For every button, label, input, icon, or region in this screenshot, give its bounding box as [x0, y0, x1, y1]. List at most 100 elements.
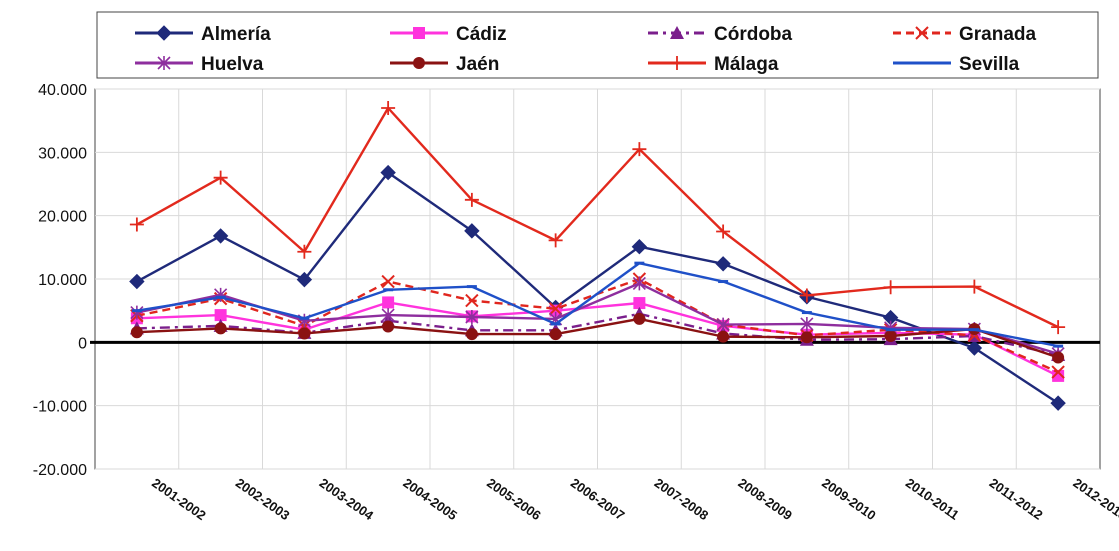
legend-entry: Huelva: [135, 54, 264, 75]
legend-swatch-marker: [670, 26, 684, 39]
data-point: [1051, 320, 1066, 335]
data-point: [129, 217, 144, 232]
series-line: [136, 282, 1059, 355]
legend-swatch-marker: [670, 56, 684, 70]
data-point: [464, 192, 479, 207]
series-line: [136, 171, 1059, 405]
x-tick-label: 2011-2012: [987, 475, 1046, 523]
data-point: [716, 224, 731, 239]
legend-swatch-marker: [157, 56, 171, 70]
y-tick-label: 10.000: [38, 272, 87, 289]
legend-swatch-marker: [156, 25, 172, 41]
data-point: [214, 309, 227, 322]
y-tick-label: 20.000: [38, 209, 87, 226]
data-point: [633, 297, 646, 310]
series-line: [136, 317, 1059, 359]
data-point: [799, 288, 814, 303]
data-point: [382, 320, 395, 333]
y-tick-label: 30.000: [38, 145, 87, 162]
data-point: [1052, 369, 1065, 382]
data-point: [297, 244, 312, 259]
series-7: [131, 261, 1064, 348]
y-tick-label: 0: [78, 335, 87, 352]
data-point: [465, 328, 478, 341]
data-point: [966, 340, 983, 356]
legend-swatch-marker: [915, 26, 929, 40]
data-point: [130, 305, 144, 320]
data-point: [213, 170, 228, 185]
data-point: [883, 280, 898, 295]
data-point: [717, 330, 730, 343]
x-tick-label: 2012-2013*: [1070, 475, 1119, 526]
data-point: [548, 233, 563, 248]
legend-label: Cádiz: [456, 24, 507, 45]
series-6: [129, 101, 1066, 335]
legend-entry: Sevilla: [893, 54, 1020, 75]
legend-entry: Granada: [893, 24, 1037, 45]
y-tick-label: 40.000: [38, 82, 87, 99]
series-5: [130, 312, 1065, 364]
legend-label: Almería: [201, 24, 271, 45]
x-tick-label: 2004-2005: [400, 475, 460, 523]
legend-label: Córdoba: [714, 24, 793, 45]
data-point: [298, 327, 311, 340]
data-point: [967, 279, 982, 294]
legend-entry: Jaén: [390, 54, 499, 75]
data-point: [212, 228, 229, 244]
legend-label: Granada: [959, 24, 1037, 45]
legend-entry: Almería: [135, 24, 271, 45]
series-line: [136, 106, 1059, 329]
data-point: [130, 326, 143, 339]
data-point: [631, 238, 648, 255]
data-point: [129, 273, 145, 290]
legend-entry: Málaga: [648, 54, 779, 75]
legend-label: Málaga: [714, 54, 779, 75]
data-point: [715, 256, 731, 272]
x-tick-label: 2009-2010: [819, 475, 879, 523]
data-point: [548, 302, 563, 316]
x-tick-label: 2007-2008: [652, 475, 712, 523]
y-tick-label: -10.000: [33, 399, 87, 416]
legend-entry: Cádiz: [390, 24, 507, 45]
data-point: [632, 276, 646, 291]
data-point: [465, 310, 479, 324]
x-tick-label: 2001-2002: [149, 475, 209, 523]
data-point: [1052, 351, 1065, 364]
series-line: [136, 301, 1059, 377]
data-point: [380, 164, 396, 181]
legend-label: Huelva: [201, 54, 264, 75]
legend-entry: Córdoba: [648, 24, 793, 45]
data-point: [549, 328, 562, 341]
data-point: [381, 101, 396, 115]
x-tick-label: 2005-2006: [484, 475, 544, 523]
legend-swatch-marker: [413, 27, 425, 39]
x-tick-label: 2003-2004: [317, 475, 377, 523]
legend-box: [96, 11, 1099, 79]
data-point: [800, 316, 814, 331]
data-point: [382, 296, 395, 309]
data-point: [633, 312, 646, 325]
x-tick-label: 2008-2009: [735, 475, 795, 523]
legend-label: Jaén: [456, 54, 499, 75]
data-point: [716, 317, 730, 332]
y-tick-label: -20.000: [33, 462, 87, 479]
data-point: [884, 330, 897, 342]
x-tick-label: 2010-2011: [903, 475, 962, 523]
data-point: [464, 223, 480, 239]
data-point: [381, 308, 395, 323]
data-point: [1050, 395, 1066, 411]
data-point: [632, 142, 647, 157]
data-point: [465, 293, 479, 308]
x-tick-label: 2006-2007: [568, 475, 628, 523]
data-point: [800, 331, 813, 344]
data-point: [381, 274, 395, 289]
data-point: [1051, 365, 1065, 379]
legend-label: Sevilla: [959, 54, 1020, 75]
series-line: [136, 261, 1059, 348]
legend-swatch-marker: [413, 57, 425, 69]
data-point: [214, 322, 227, 335]
x-tick-label: 2002-2003: [233, 475, 293, 523]
data-point: [296, 271, 313, 288]
